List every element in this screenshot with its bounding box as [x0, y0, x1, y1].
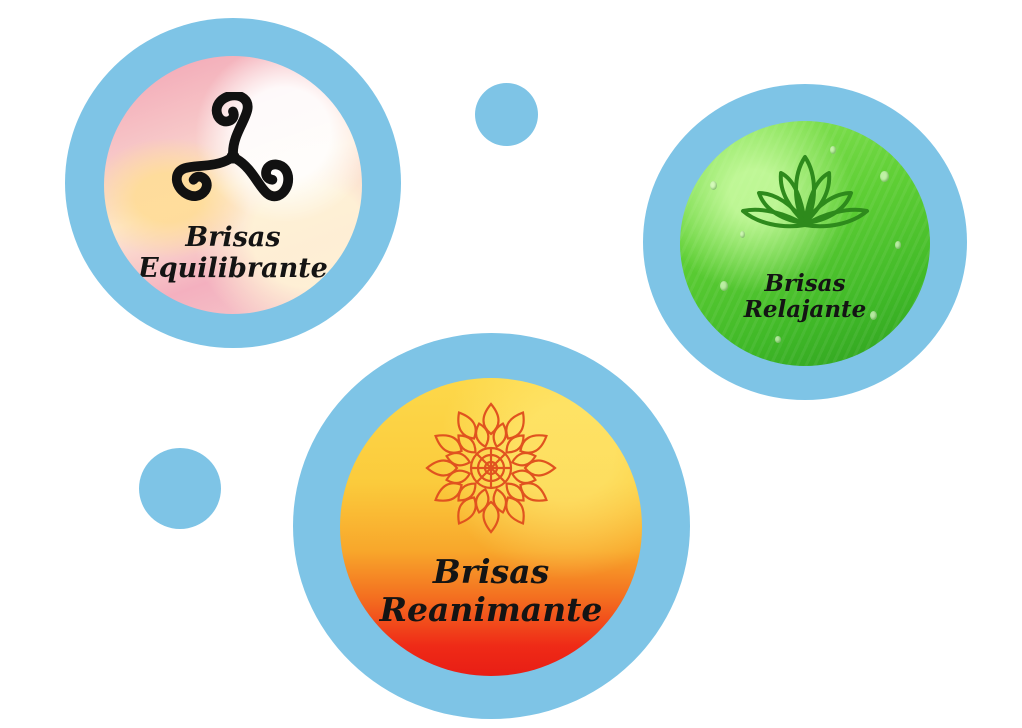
label-line-1: Brisas — [185, 222, 281, 253]
brisas-relajante-label: Brisas Relajante — [680, 270, 930, 324]
decorative-dot-left — [139, 448, 221, 529]
brisas-equilibrante-badge[interactable]: Brisas Equilibrante — [104, 56, 362, 314]
brisas-relajante-badge[interactable]: Brisas Relajante — [680, 121, 930, 366]
water-drop — [880, 171, 889, 182]
brisas-equilibrante-bubble[interactable]: Brisas Equilibrante — [65, 18, 401, 348]
water-drop — [720, 281, 728, 291]
lotus-icon — [741, 155, 869, 229]
label-line-2: Reanimante — [379, 589, 603, 629]
label-line-1: Brisas — [764, 270, 846, 297]
water-drop — [895, 241, 901, 249]
triskelion-icon — [172, 92, 294, 202]
label-line-2: Equilibrante — [138, 253, 328, 285]
brisas-reanimante-bubble[interactable]: Brisas Reanimante — [293, 333, 690, 719]
water-drop — [740, 231, 745, 238]
water-drop — [870, 311, 877, 320]
water-drop — [830, 146, 836, 154]
brisas-reanimante-label: Brisas Reanimante — [340, 553, 642, 629]
brisas-relajante-bubble[interactable]: Brisas Relajante — [643, 84, 967, 400]
mandala-icon — [425, 402, 557, 534]
label-line-2: Relajante — [743, 296, 867, 324]
decorative-dot-top — [475, 83, 538, 146]
brisas-reanimante-badge[interactable]: Brisas Reanimante — [340, 378, 642, 676]
brisas-equilibrante-label: Brisas Equilibrante — [104, 222, 362, 284]
label-line-1: Brisas — [432, 552, 550, 591]
water-drop — [710, 181, 717, 190]
water-drop — [775, 336, 781, 343]
